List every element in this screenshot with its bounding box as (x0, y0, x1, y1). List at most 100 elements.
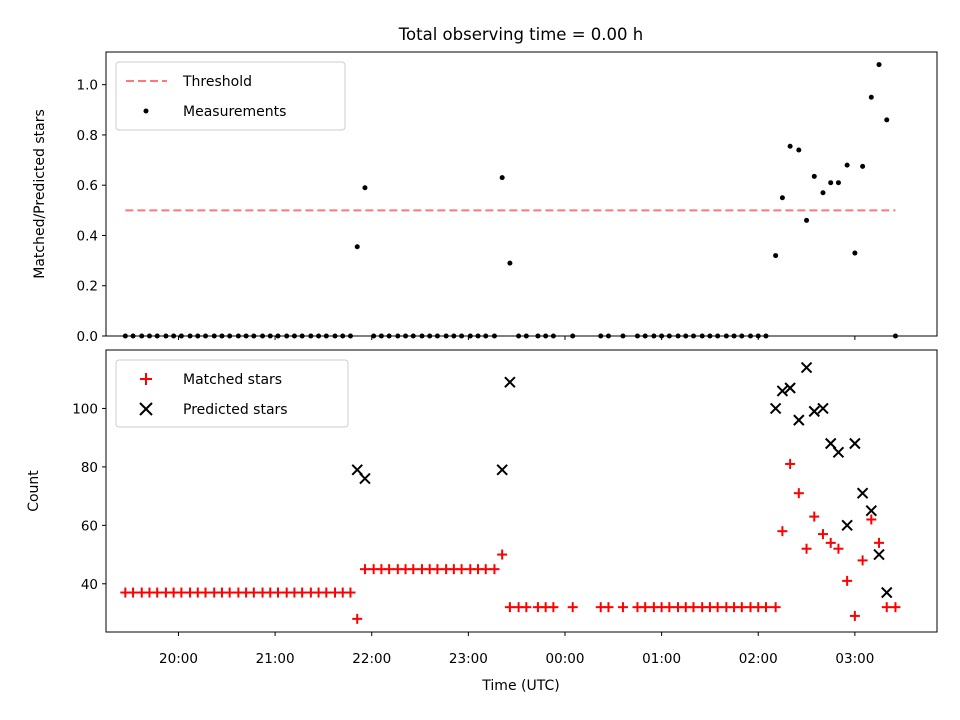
predicted-legend-marker (139, 402, 153, 416)
x-tick-label: 02:00 (739, 651, 778, 667)
matched-star-point (128, 587, 139, 598)
legend-label-predicted: Predicted stars (183, 402, 288, 418)
measurement-point (811, 173, 817, 179)
counts-x-ticks: 20:00 21:00 22:00 23:00 00:00 01:00 02:00 03:00 (159, 632, 874, 667)
matched-star-point (359, 564, 370, 575)
measurement-point (796, 147, 802, 153)
matched-star-point (321, 587, 332, 598)
measurement-point (354, 244, 360, 250)
ratio-x-ticks (177, 336, 856, 340)
x-axis-label: Time (UTC) (481, 678, 559, 694)
matched-star-point (664, 602, 675, 613)
matched-star-point (777, 526, 788, 537)
counts-axes-frame (105, 349, 938, 633)
matched-star-point (176, 587, 187, 598)
matched-star-point (384, 564, 395, 575)
measurement-point (804, 217, 810, 223)
matched-star-point (272, 587, 283, 598)
ratio-axes-frame (105, 51, 938, 337)
measurement-point (868, 94, 874, 100)
predicted-star-point (849, 437, 861, 450)
predicted-star-point (504, 376, 516, 388)
matched-star-point (432, 564, 443, 575)
matched-star-point (857, 555, 868, 566)
matched-star-point (793, 488, 804, 499)
matched-legend-marker (140, 373, 152, 385)
x-tick-label: 21:00 (256, 651, 295, 667)
counts-legend-box (115, 359, 349, 428)
matched-star-point (345, 587, 356, 598)
matched-star-point (548, 602, 559, 613)
measurement-point (852, 250, 858, 256)
legend-label-threshold: Threshold (182, 74, 252, 90)
x-tick-label: 22:00 (352, 651, 391, 667)
measurement-point (844, 162, 850, 168)
measurement-point (820, 190, 826, 196)
matched-star-point (809, 511, 820, 522)
measurement-point (828, 180, 834, 186)
x-tick-label: 03:00 (835, 651, 874, 667)
ratio-panel: Total observing time = 0.00 h 0.00.20.40… (32, 25, 938, 345)
predicted-star-point (359, 472, 371, 485)
measurement-point (860, 163, 866, 169)
matched-star-point (152, 587, 163, 598)
legend-label-measurements: Measurements (183, 104, 286, 120)
ratio-y-tick-label: 0.8 (77, 128, 98, 144)
measurement-point (884, 117, 890, 123)
matched-star-point (825, 537, 836, 548)
matched-star-point (504, 602, 515, 613)
matched-star-point (874, 537, 885, 548)
predicted-star-point (865, 505, 878, 517)
matched-star-point (640, 602, 651, 613)
matched-star-point (849, 610, 860, 621)
x-tick-label: 23:00 (449, 651, 488, 667)
predicted-star-point (817, 402, 829, 415)
counts-panel: 40 60 80 100 20:00 21:00 22:00 23:00 00:00 01:00… (26, 349, 938, 694)
matched-star-point (497, 549, 508, 560)
predicted-star-point (841, 519, 853, 532)
matched-star-point (224, 587, 235, 598)
ratio-y-tick-label: 0.0 (77, 329, 98, 345)
x-tick-label: 00:00 (546, 651, 585, 667)
counts-y-tick-label: 100 (72, 401, 98, 417)
measurement-point (362, 185, 368, 191)
measurement-point (507, 260, 513, 266)
ratio-plot-area (122, 62, 898, 339)
predicted-star-point (881, 586, 893, 599)
measurement-point (773, 253, 779, 259)
matched-star-point (770, 602, 781, 613)
matched-star-point (200, 587, 211, 598)
predicted-star-point (793, 414, 805, 426)
matched-star-point (489, 564, 500, 575)
matched-star-point (297, 587, 308, 598)
measurement-point (876, 62, 882, 68)
ratio-y-tick-label: 0.6 (77, 178, 98, 194)
counts-y-tick-label: 40 (81, 577, 98, 593)
matched-star-point (785, 458, 796, 469)
measurement-point (787, 143, 793, 149)
measurement-point (779, 195, 785, 201)
predicted-star-point (856, 487, 869, 499)
predicted-star-point (776, 385, 789, 397)
matched-star-point (833, 543, 844, 554)
matched-star-point (817, 529, 828, 540)
matched-star-point (890, 602, 901, 613)
counts-y-axis-label: Count (26, 470, 42, 512)
matched-star-point (408, 564, 419, 575)
measurement-point (499, 175, 505, 181)
predicted-star-point (784, 382, 796, 394)
legend-label-matched: Matched stars (183, 372, 282, 388)
matched-star-point (801, 543, 812, 554)
ratio-y-tick-label: 0.4 (77, 228, 98, 244)
measurements-legend-dot (143, 108, 149, 114)
predicted-star-point (873, 548, 885, 561)
ratio-y-tick-label: 1.0 (77, 78, 98, 94)
matched-star-point (760, 602, 771, 613)
matched-star-point (617, 602, 628, 613)
matched-star-point (521, 602, 532, 613)
ratio-legend-box (115, 61, 346, 131)
ratio-y-axis-label: Matched/Predicted stars (32, 109, 48, 279)
counts-y-tick-label: 80 (81, 460, 98, 476)
matched-star-point (567, 602, 578, 613)
ratio-y-tick-label: 0.2 (77, 279, 98, 295)
